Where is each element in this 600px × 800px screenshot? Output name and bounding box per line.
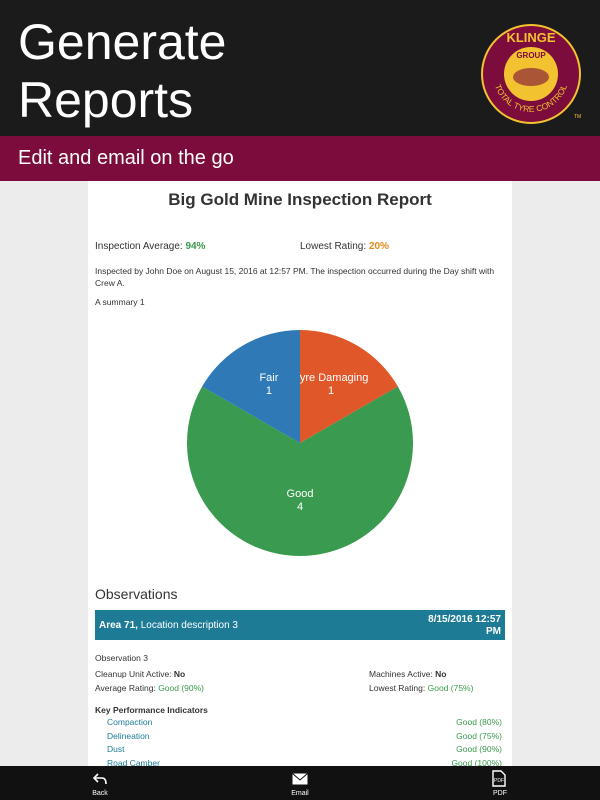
slice-label: Fair [259,372,278,384]
slice-value: 1 [266,385,272,397]
title-line: Reports [18,72,194,128]
field-value: Good (90%) [158,683,205,693]
value: 94% [185,241,206,252]
logo: KLINGE GROUP TOTAL TYRE CONTROL TM [481,24,581,124]
field: Cleanup Unit Active: No [95,669,185,679]
subtitle: Edit and email on the go [0,136,600,181]
observation-bar: Area 71, Location description 3 8/15/201… [95,610,505,640]
date-line: PM [486,626,501,637]
pie-slice [202,330,300,443]
value: 20% [368,241,389,252]
back-label[interactable]: Back [92,790,108,797]
kpi-name: Delineation [107,730,150,741]
field: Average Rating: Good (90%) [95,683,204,693]
field-label: Average Rating: [95,683,156,693]
field-value: Good (75%) [427,683,474,693]
email-icon[interactable] [292,773,308,785]
kpi-name: Dust [107,744,125,754]
slice-value: 1 [328,385,334,397]
kpi-heading: Key Performance Indicators [95,705,208,715]
area-name: Area 71, [99,620,138,631]
field-label: Machines Active: [369,669,433,679]
pdf-label[interactable]: PDF [493,790,507,797]
label: Inspection Average: [95,241,183,252]
kpi-name: Compaction [107,717,153,727]
field: Machines Active: No [369,669,447,679]
report: Big Gold Mine Inspection Report Inspecti… [88,181,512,768]
slice-label: Good [287,488,314,500]
svg-text:PDF: PDF [494,778,504,784]
location: Location description 3 [140,620,238,631]
kpi-value: Good (90%) [456,744,502,754]
field-value: No [173,669,186,679]
kpi-value: Good (100%) [451,757,502,768]
title-line: Generate [18,14,227,70]
date-line: 8/15/2016 12:57 [428,614,501,625]
kpi-value: Good (80%) [456,717,502,727]
email-label[interactable]: Email [291,790,309,797]
pie-slice [300,330,398,443]
slice-value: 4 [297,501,303,513]
back-icon[interactable] [92,772,108,786]
pdf-icon[interactable]: PDF [492,770,506,787]
area: Area 71, Location description 3 [99,620,238,631]
field-value: No [435,669,447,679]
average: Inspection Average: 94% [95,241,205,252]
report-title: Big Gold Mine Inspection Report [168,190,432,209]
field: Lowest Rating: Good (75%) [369,683,473,693]
header: Generate Reports KLINGE GROUP TOTAL TYRE… [0,0,600,136]
date: 8/15/2016 12:57 PM [428,614,501,638]
field-label: Cleanup Unit Active: [95,669,172,679]
kpi-value: Good (75%) [456,730,502,741]
description: Inspected by John Doe on August 15, 2016… [95,266,495,288]
toolbar: PDF Back Email PDF [0,766,600,800]
field-label: Lowest Rating: [369,683,426,693]
logo-tm: TM [574,114,581,120]
kpi-name: Road Camber [107,757,160,768]
logo-brand: KLINGE [506,30,555,45]
observation-name: Observation 3 [95,653,148,663]
logo-group: GROUP [516,51,546,60]
observations-heading: Observations [95,586,178,602]
summary: A summary 1 [95,297,145,307]
slice-label: Tyre Damaging [294,372,369,384]
pie-slice [187,386,413,556]
lowest: Lowest Rating: 20% [300,241,389,252]
label: Lowest Rating: [300,241,367,252]
